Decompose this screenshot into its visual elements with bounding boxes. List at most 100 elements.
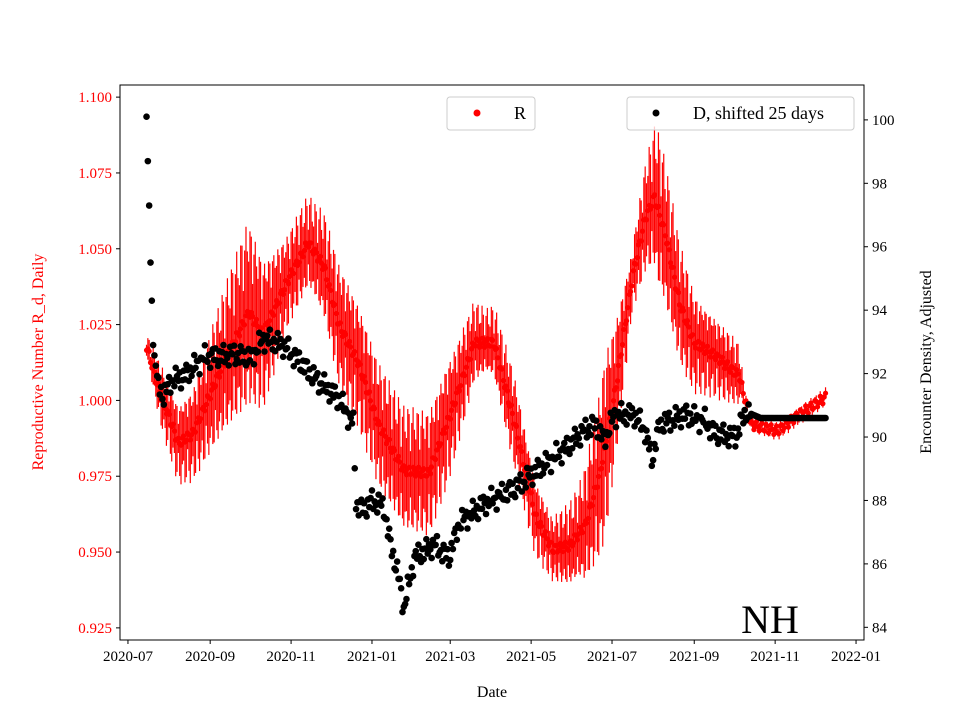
- d-point: [290, 362, 298, 370]
- d-point: [686, 410, 694, 417]
- x-axis-label: Date: [477, 684, 507, 701]
- d-point: [185, 377, 193, 385]
- r-point: [773, 423, 780, 429]
- d-point: [446, 556, 454, 564]
- d-point: [669, 416, 677, 424]
- d-point: [167, 389, 174, 396]
- d-point: [405, 580, 413, 588]
- d-point: [432, 541, 439, 549]
- d-point: [266, 326, 274, 334]
- d-point: [591, 425, 599, 432]
- d-point: [498, 480, 506, 488]
- d-point: [555, 453, 563, 461]
- d-point: [171, 382, 178, 390]
- y-tick-right-label: 86: [872, 557, 888, 573]
- d-point: [420, 555, 428, 563]
- d-point: [144, 157, 152, 165]
- d-point: [295, 349, 303, 356]
- d-point: [701, 405, 709, 413]
- d-point: [143, 113, 150, 121]
- x-tick-label: 2021-09: [669, 649, 719, 665]
- r-point: [776, 430, 782, 437]
- d-point: [283, 344, 291, 352]
- r-point: [739, 379, 745, 386]
- x-tick-label: 2021-07: [587, 649, 637, 665]
- x-tick-label: 2020-09: [185, 649, 235, 665]
- d-point: [448, 539, 455, 547]
- d-point: [385, 525, 393, 532]
- d-point: [493, 506, 500, 513]
- d-point: [220, 341, 227, 349]
- d-point: [444, 545, 451, 553]
- d-point: [347, 414, 355, 422]
- d-point: [482, 510, 490, 518]
- d-point: [547, 468, 555, 476]
- d-point: [478, 505, 486, 513]
- y-tick-left-label: 1.100: [78, 90, 112, 106]
- d-point: [428, 554, 435, 562]
- x-tick-label: 2021-05: [506, 649, 556, 665]
- d-point: [492, 494, 499, 501]
- d-point: [314, 369, 321, 377]
- d-point: [598, 435, 605, 443]
- d-point: [566, 450, 573, 458]
- d-point: [201, 341, 209, 349]
- d-point: [623, 421, 630, 428]
- x-axis: 2020-07 2020-09 2020-11 2021-01 2021-03 2021-…: [103, 640, 881, 665]
- d-point: [350, 409, 357, 416]
- d-point: [560, 439, 568, 447]
- d-point: [681, 415, 689, 423]
- d-point: [571, 425, 579, 433]
- d-point: [301, 369, 308, 376]
- d-point: [421, 545, 429, 552]
- d-point: [415, 541, 422, 548]
- r-point: [740, 390, 746, 397]
- d-point: [204, 358, 211, 366]
- state-label: NH: [741, 597, 799, 642]
- d-point: [445, 562, 453, 569]
- d-point: [636, 407, 644, 414]
- y-tick-right-label: 96: [872, 240, 888, 256]
- d-point: [261, 348, 268, 355]
- d-point: [169, 377, 177, 384]
- d-point: [586, 422, 593, 430]
- legend-r-marker: [473, 109, 481, 117]
- d-point: [427, 546, 434, 553]
- d-point: [388, 552, 396, 560]
- legend-d-box: [626, 96, 855, 131]
- y-tick-left-label: 0.925: [78, 621, 112, 637]
- x-tick-label: 2021-03: [425, 649, 475, 665]
- d-point: [214, 362, 222, 370]
- d-point: [423, 535, 430, 543]
- r-point: [814, 404, 821, 410]
- d-point: [230, 342, 238, 349]
- y-tick-left-label: 0.975: [78, 469, 112, 485]
- d-point: [720, 421, 727, 428]
- d-point: [425, 540, 433, 548]
- y-tick-right-label: 90: [872, 430, 887, 446]
- d-point: [396, 575, 404, 583]
- d-point: [618, 399, 625, 407]
- d-point: [409, 572, 417, 580]
- legend-r-box: [446, 96, 536, 131]
- d-point: [433, 532, 441, 540]
- d-point: [568, 444, 576, 452]
- d-point: [734, 425, 742, 432]
- d-point: [263, 332, 271, 339]
- y-tick-right-label: 98: [872, 176, 887, 192]
- y-tick-left-label: 1.075: [78, 166, 112, 182]
- d-point: [543, 461, 551, 469]
- d-point: [285, 335, 292, 342]
- d-point: [250, 361, 258, 368]
- d-point: [517, 471, 524, 478]
- d-point: [147, 259, 154, 266]
- d-point: [383, 515, 390, 523]
- d-point: [412, 547, 420, 555]
- d-point: [553, 439, 560, 447]
- y-axis-left: 0.925 0.950 0.975 1.000 1.025 1.050 1.075 1.100: [78, 90, 120, 637]
- d-point: [339, 390, 347, 398]
- d-point: [558, 459, 565, 467]
- d-point: [612, 423, 620, 431]
- d-point: [736, 431, 743, 438]
